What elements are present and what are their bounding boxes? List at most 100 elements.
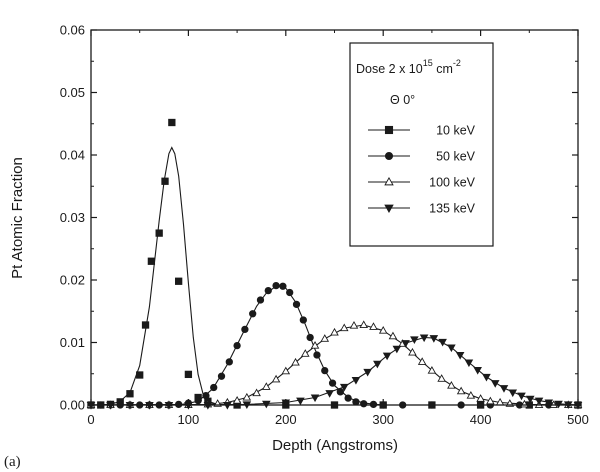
data-point-135-kev [262,400,271,409]
data-point-10-kev [184,370,193,379]
data-point-10-kev [126,390,134,398]
data-point-135-kev [455,351,465,360]
data-point-50-kev [299,316,307,324]
data-point-100-kev [320,334,330,342]
data-point-135-kev [373,360,382,369]
x-tick-label: 200 [275,412,297,427]
data-point-100-kev [300,349,310,357]
data-point-100-kev [408,347,417,356]
legend-label: 100 keV [429,176,476,190]
legend-label: 10 keV [436,124,476,138]
data-point-100-kev [417,357,427,365]
data-point-135-kev [281,399,291,408]
legend-title-text: Dose 2 x 10 [356,62,423,76]
legend-title-sup-2: -2 [453,58,461,68]
data-point-135-kev [363,368,372,377]
data-point-135-kev [534,397,544,406]
data-point-10-kev [147,257,156,265]
data-point-100-kev [232,396,242,404]
x-tick-label: 0 [87,412,94,427]
data-point-100-kev [359,320,369,329]
legend-marker [384,204,394,214]
data-point-10-kev [136,371,144,379]
data-point-50-kev [279,282,287,290]
data-point-135-kev [447,344,456,353]
legend-marker [384,176,394,186]
data-point-50-kev [336,388,344,396]
data-point-135-kev [464,359,474,368]
data-point-10-kev [141,321,150,329]
y-tick-label: 0.05 [60,85,85,100]
data-point-10-kev [175,277,183,285]
panel-label: (a) [4,454,21,470]
data-point-50-kev [256,296,265,304]
legend-title-sup-1: 15 [423,58,433,68]
data-point-135-kev [325,390,334,398]
data-point-135-kev [339,383,349,392]
y-axis-title: Pt Atomic Fraction [9,157,26,279]
data-point-135-kev [410,336,419,344]
data-point-100-kev [281,366,291,375]
data-point-50-kev [241,325,249,334]
legend-item-135-kev: 135 keV [368,202,476,216]
y-tick-label: 0.06 [60,23,85,38]
y-tick-label: 0.01 [60,335,85,350]
y-tick-label: 0.04 [60,148,85,163]
data-point-50-kev [233,341,241,350]
legend-box [349,42,494,247]
data-point-135-kev [419,334,429,343]
legend: Dose 2 x 1015 cm-2 Θ 0° 10 keV 50 keV 100 … [349,42,494,247]
y-tick-label: 0.00 [60,398,85,413]
data-point-100-kev [262,382,271,390]
data-point-100-kev [330,327,339,336]
data-point-10-kev [168,118,176,127]
data-point-50-kev [321,366,329,375]
y-axis-ticks: 0.00 0.01 0.02 0.03 0.04 0.05 0.06 [60,23,578,413]
data-point-135-kev [525,395,535,404]
data-point-100-kev [339,323,349,332]
data-point-135-kev [310,394,320,403]
x-axis-ticks: 0 100 200 300 400 500 [87,30,589,427]
data-point-135-kev [429,335,439,343]
data-point-50-kev [225,358,233,366]
x-tick-label: 300 [372,412,394,427]
data-point-50-kev [194,396,202,405]
x-axis-title: Depth (Angstroms) [272,437,398,454]
legend-title: Dose 2 x 1015 cm-2 [356,58,461,76]
legend-label: 135 keV [429,202,476,216]
data-point-50-kev [352,398,360,406]
y-tick-label: 0.03 [60,210,85,225]
data-point-50-kev [360,400,368,408]
data-point-100-kev [476,394,485,402]
legend-items: 10 keV 50 keV 100 keV 135 keV [368,124,476,216]
data-point-135-kev [382,352,392,361]
data-point-50-kev [249,310,257,318]
data-point-50-kev [286,288,294,297]
legend-item-10-kev: 10 keV [368,124,476,138]
data-point-100-kev [310,341,320,349]
data-point-50-kev [210,383,218,392]
data-point-100-kev [349,321,359,329]
data-point-135-kev [401,340,410,348]
data-point-50-kev [264,286,272,295]
legend-item-50-kev: 50 keV [368,150,476,164]
data-point-100-kev [456,386,466,395]
fit-curve-135-kev [90,336,579,406]
data-point-135-kev [508,389,518,398]
data-point-135-kev [351,376,361,385]
data-point-100-kev [242,392,252,401]
data-point-100-kev [388,331,398,340]
data-point-100-kev [466,391,476,399]
y-tick-label: 0.02 [60,273,85,288]
data-point-100-kev [271,374,281,383]
data-point-135-kev [296,397,305,406]
data-point-135-kev [499,385,509,393]
data-point-50-kev [272,281,280,290]
legend-angle: Θ 0° [390,93,415,107]
data-point-10-kev [161,177,169,185]
legend-label: 50 keV [436,150,476,164]
data-point-50-kev [217,372,226,380]
legend-title-unit: cm [433,62,453,76]
legend-item-100-kev: 100 keV [368,176,476,190]
